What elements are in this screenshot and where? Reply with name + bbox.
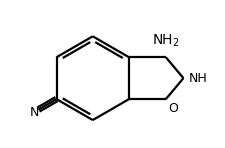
Text: NH: NH [188, 72, 207, 85]
Text: N: N [29, 106, 38, 119]
Text: NH$_2$: NH$_2$ [151, 32, 179, 49]
Text: O: O [167, 102, 177, 115]
